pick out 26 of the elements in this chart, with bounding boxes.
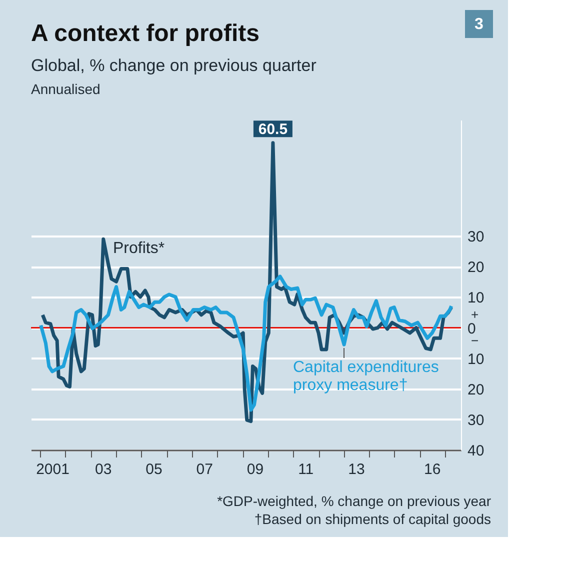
text: + bbox=[471, 306, 479, 322]
y-tick-label: 20 bbox=[468, 381, 484, 398]
text: 3 bbox=[474, 16, 484, 33]
y-tick-label: 10 bbox=[468, 290, 484, 307]
series-label: Profits* bbox=[113, 240, 165, 257]
text: Annualised bbox=[31, 81, 100, 97]
text: †Based on shipments of capital goods bbox=[254, 511, 491, 527]
x-tick-label: 03 bbox=[95, 461, 112, 478]
x-tick-label: 13 bbox=[348, 461, 365, 478]
x-tick-label: 2001 bbox=[36, 461, 70, 478]
text: *GDP-weighted, % change on previous year bbox=[217, 493, 492, 509]
x-tick-label: 11 bbox=[298, 461, 314, 478]
y-tick-label: 40 bbox=[468, 442, 484, 460]
data-label: 60.5 bbox=[258, 120, 288, 138]
chart-title: A context for profits bbox=[31, 20, 260, 47]
chart-subtitle: Global, % change on previous quarter bbox=[31, 56, 317, 75]
line-series bbox=[39, 274, 454, 412]
y-tick-label: 30 bbox=[468, 228, 484, 246]
x-tick-label: 05 bbox=[146, 461, 162, 478]
y-tick-label: 20 bbox=[468, 259, 484, 276]
x-tick-label: 09 bbox=[246, 461, 264, 478]
y-tick-label: 10 bbox=[468, 350, 484, 368]
x-tick-label: 16 bbox=[424, 461, 441, 478]
series-label: Capital expenditures proxy measure† bbox=[293, 359, 439, 394]
y-tick-label: 30 bbox=[468, 412, 484, 429]
x-tick-label: 07 bbox=[196, 461, 213, 478]
